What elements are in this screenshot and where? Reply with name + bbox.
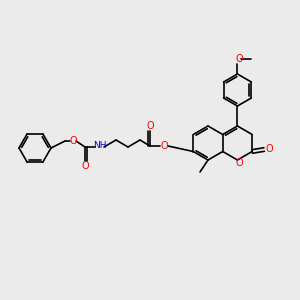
Text: O: O [81, 161, 89, 171]
Text: O: O [160, 141, 168, 151]
Text: O: O [69, 136, 77, 146]
Text: O: O [146, 121, 154, 131]
Text: O: O [236, 54, 243, 64]
Text: O: O [236, 158, 243, 168]
Text: O: O [266, 145, 273, 154]
Text: NH: NH [93, 142, 107, 151]
